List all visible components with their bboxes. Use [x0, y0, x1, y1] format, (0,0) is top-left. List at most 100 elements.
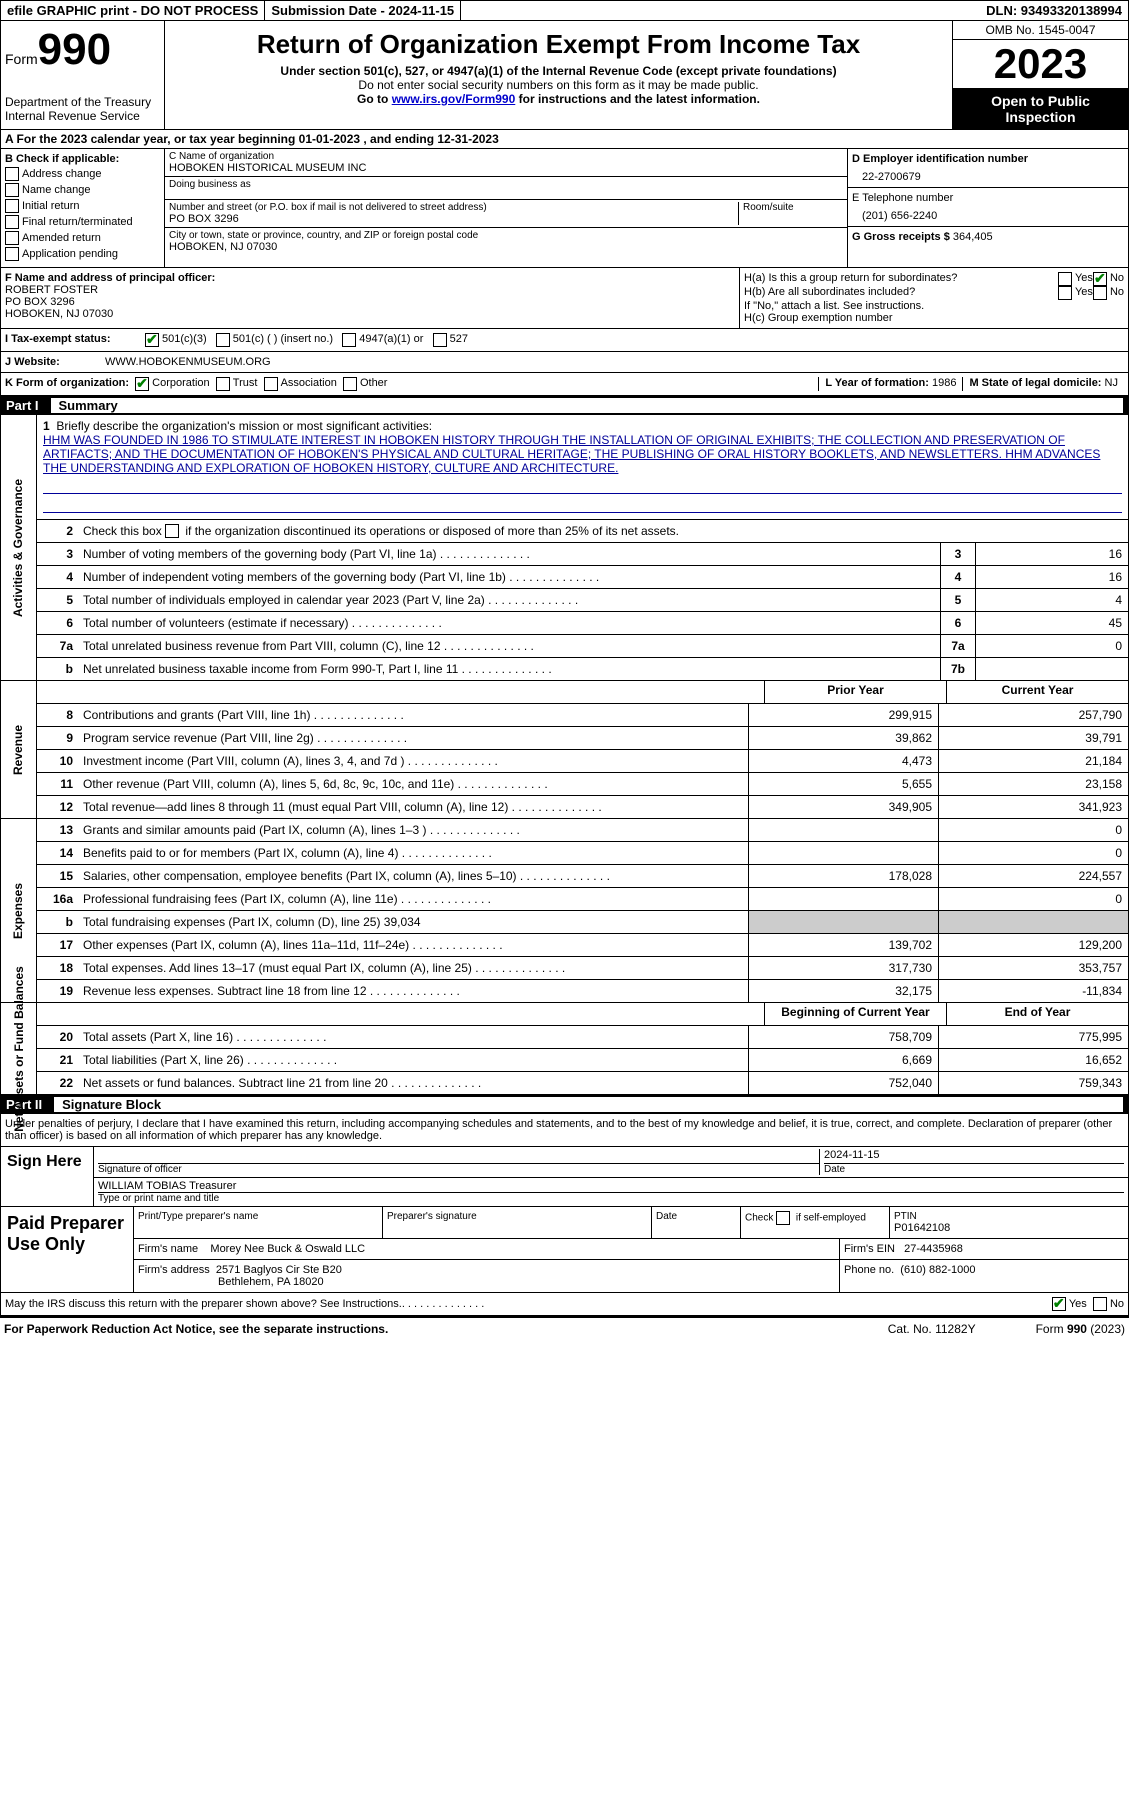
year-formation-value: 1986 [932, 377, 956, 389]
address-change-label: Address change [22, 168, 102, 180]
city-label: City or town, state or province, country… [169, 230, 843, 241]
line-value: 45 [975, 612, 1128, 634]
org-name-label: C Name of organization [169, 151, 843, 162]
irs-link[interactable]: www.irs.gov/Form990 [392, 92, 516, 106]
prep-sig-label: Preparer's signature [387, 1211, 647, 1222]
final-return-checkbox[interactable] [5, 215, 19, 229]
line-num: 18 [37, 959, 79, 977]
room-label: Room/suite [743, 202, 843, 213]
discuss-row: May the IRS discuss this return with the… [0, 1293, 1129, 1316]
firm-name-label: Firm's name [138, 1243, 198, 1255]
discuss-yes-checkbox[interactable] [1052, 1297, 1066, 1311]
line-col-num: 5 [940, 589, 975, 611]
officer-addr2: HOBOKEN, NJ 07030 [5, 308, 735, 320]
line-desc: Total liabilities (Part X, line 26) [79, 1051, 748, 1069]
line-num: 10 [37, 752, 79, 770]
trust-label: Trust [233, 377, 258, 391]
officer-name-title: WILLIAM TOBIAS Treasurer [98, 1180, 1124, 1192]
current-value: 759,343 [938, 1072, 1128, 1094]
firm-ein-label: Firm's EIN [844, 1243, 895, 1255]
line-desc: Benefits paid to or for members (Part IX… [79, 844, 748, 862]
discontinued-checkbox[interactable] [165, 524, 179, 538]
corp-checkbox[interactable] [135, 377, 149, 391]
assoc-checkbox[interactable] [264, 377, 278, 391]
phone-label: E Telephone number [852, 192, 1124, 204]
current-year-hdr: Current Year [946, 681, 1128, 703]
discuss-no-checkbox[interactable] [1093, 1297, 1107, 1311]
address-label: Number and street (or P.O. box if mail i… [169, 202, 738, 213]
line-num: 20 [37, 1028, 79, 1046]
initial-return-label: Initial return [22, 200, 79, 212]
final-return-label: Final return/terminated [22, 216, 133, 228]
open-public-label: Open to Public Inspection [953, 89, 1128, 129]
current-value: 775,995 [938, 1026, 1128, 1048]
line-desc: Revenue less expenses. Subtract line 18 … [79, 982, 748, 1000]
prior-value: 139,702 [748, 934, 938, 956]
hb-no-checkbox[interactable] [1093, 286, 1107, 300]
firm-ein-value: 27-4435968 [904, 1243, 963, 1255]
prep-name-label: Print/Type preparer's name [138, 1211, 378, 1222]
name-change-checkbox[interactable] [5, 183, 19, 197]
top-bar: efile GRAPHIC print - DO NOT PROCESS Sub… [0, 0, 1129, 21]
summary-row: 6 Total number of volunteers (estimate i… [37, 612, 1128, 635]
website-value: WWW.HOBOKENMUSEUM.ORG [105, 356, 271, 368]
col-b-header: B Check if applicable: [5, 153, 160, 165]
prior-value [748, 819, 938, 841]
amended-return-checkbox[interactable] [5, 231, 19, 245]
line-num: 13 [37, 821, 79, 839]
application-pending-checkbox[interactable] [5, 247, 19, 261]
hc-label: H(c) Group exemption number [744, 312, 1124, 324]
4947-label: 4947(a)(1) or [359, 333, 423, 347]
sig-officer-label: Signature of officer [98, 1164, 819, 1175]
address-change-checkbox[interactable] [5, 167, 19, 181]
summary-row: 3 Number of voting members of the govern… [37, 543, 1128, 566]
hb-note: If "No," attach a list. See instructions… [744, 300, 1124, 312]
527-checkbox[interactable] [433, 333, 447, 347]
501c-checkbox[interactable] [216, 333, 230, 347]
summary-row: 4 Number of independent voting members o… [37, 566, 1128, 589]
firm-name-value: Morey Nee Buck & Oswald LLC [210, 1243, 365, 1255]
line-num: 11 [37, 775, 79, 793]
row-f-h: F Name and address of principal officer:… [0, 268, 1129, 329]
sig-date-label: Date [824, 1164, 1124, 1175]
current-value: 0 [938, 842, 1128, 864]
firm-phone-value: (610) 882-1000 [900, 1264, 975, 1276]
trust-checkbox[interactable] [216, 377, 230, 391]
receipts-value: 364,405 [953, 231, 993, 243]
self-employed-checkbox[interactable] [776, 1211, 790, 1225]
summary-row: 15 Salaries, other compensation, employe… [37, 865, 1128, 888]
other-checkbox[interactable] [343, 377, 357, 391]
ha-no-checkbox[interactable] [1093, 272, 1107, 286]
officer-addr1: PO BOX 3296 [5, 296, 735, 308]
revenue-section: Revenue Prior Year Current Year 8 Contri… [0, 681, 1129, 819]
part-2-title: Signature Block [54, 1097, 1123, 1112]
line-value: 16 [975, 566, 1128, 588]
ein-value: 22-2700679 [852, 171, 1124, 183]
preparer-section: Paid Preparer Use Only Print/Type prepar… [0, 1207, 1129, 1293]
revenue-vlabel: Revenue [12, 724, 26, 774]
line-col-num: 7a [940, 635, 975, 657]
hb-yes-checkbox[interactable] [1058, 286, 1072, 300]
line-col-num: 3 [940, 543, 975, 565]
sig-date-value: 2024-11-15 [824, 1149, 1124, 1164]
cat-number: Cat. No. 11282Y [888, 1322, 976, 1336]
line-desc: Net assets or fund balances. Subtract li… [79, 1074, 748, 1092]
line-desc: Number of independent voting members of … [79, 568, 940, 586]
goto-pre: Go to [357, 92, 392, 106]
amended-return-label: Amended return [22, 232, 101, 244]
initial-return-checkbox[interactable] [5, 199, 19, 213]
line-value: 4 [975, 589, 1128, 611]
4947-checkbox[interactable] [342, 333, 356, 347]
dba-label: Doing business as [169, 179, 843, 190]
line-num: 12 [37, 798, 79, 816]
corp-label: Corporation [152, 377, 209, 391]
penalty-text: Under penalties of perjury, I declare th… [1, 1114, 1128, 1146]
ha-yes-checkbox[interactable] [1058, 272, 1072, 286]
501c3-checkbox[interactable] [145, 333, 159, 347]
address-value: PO BOX 3296 [169, 213, 738, 225]
prior-value [748, 911, 938, 933]
501c3-label: 501(c)(3) [162, 333, 207, 347]
org-name: HOBOKEN HISTORICAL MUSEUM INC [169, 162, 843, 174]
501c-label: 501(c) ( ) (insert no.) [233, 333, 333, 347]
net-assets-section: Net Assets or Fund Balances Beginning of… [0, 1003, 1129, 1095]
